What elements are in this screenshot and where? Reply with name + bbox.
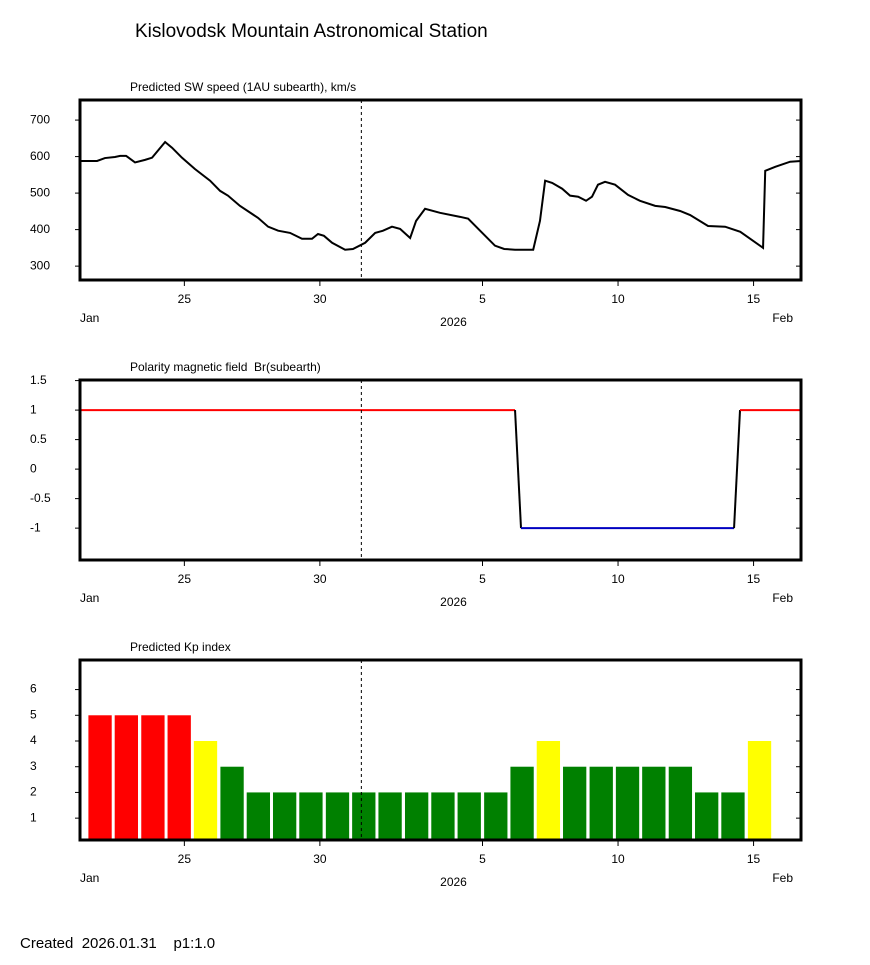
kp-bar: [299, 792, 323, 840]
y-tick-label: 6: [30, 682, 37, 696]
y-tick-label: 2: [30, 785, 37, 799]
y-tick-label: 600: [30, 149, 50, 163]
y-tick-label: 1: [30, 402, 37, 416]
x-month-start: Jan: [80, 591, 99, 605]
x-tick-label: 15: [747, 292, 761, 306]
panel-title: Predicted SW speed (1AU subearth), km/s: [130, 80, 356, 94]
kp-bar: [457, 792, 481, 840]
polarity-segment: [514, 410, 523, 529]
x-year: 2026: [440, 315, 467, 329]
speed-line: [80, 140, 802, 251]
y-tick-label: 0.5: [30, 432, 47, 446]
kp-bar: [510, 766, 534, 840]
kp-bar: [536, 741, 561, 840]
kp-bar: [695, 792, 719, 840]
kp-bar: [325, 792, 350, 840]
x-tick-label: 15: [747, 852, 761, 866]
x-tick-label: 30: [313, 292, 327, 306]
y-tick-label: 300: [30, 258, 50, 272]
y-tick-label: 700: [30, 112, 50, 126]
x-tick-label: 5: [479, 852, 486, 866]
kp-bar: [431, 792, 455, 840]
kp-bar: [484, 792, 508, 840]
polarity-segment: [733, 410, 742, 529]
kp-bar: [141, 715, 165, 840]
y-tick-label: 1.5: [30, 373, 47, 387]
kp-bar: [378, 792, 402, 840]
x-tick-label: 30: [313, 572, 327, 586]
y-tick-label: 0: [30, 461, 37, 475]
kp-bar: [114, 715, 139, 840]
x-tick-label: 5: [479, 572, 486, 586]
y-tick-label: 1: [30, 810, 37, 824]
x-month-end: Feb: [772, 311, 793, 325]
panel-title: Predicted Kp index: [130, 640, 231, 654]
y-tick-label: 500: [30, 185, 50, 199]
x-tick-label: 30: [313, 852, 327, 866]
kp-bar: [721, 792, 745, 840]
plot-frame: [78, 658, 803, 842]
footer: Created 2026.01.31 p1:1.0: [20, 935, 215, 952]
y-tick-label: 5: [30, 707, 37, 721]
plot-frame: [78, 98, 803, 282]
kp-bar: [352, 792, 376, 840]
kp-bar: [193, 741, 218, 840]
y-tick-label: -0.5: [30, 491, 51, 505]
kp-bar: [220, 766, 244, 840]
kp-bar: [589, 766, 613, 840]
x-tick-label: 25: [178, 572, 192, 586]
x-month-start: Jan: [80, 311, 99, 325]
x-month-end: Feb: [772, 591, 793, 605]
page-title: Kislovodsk Mountain Astronomical Station: [135, 21, 488, 42]
x-year: 2026: [440, 595, 467, 609]
kp-bar: [88, 715, 112, 840]
x-tick-label: 25: [178, 292, 192, 306]
x-tick-label: 25: [178, 852, 192, 866]
kp-bar: [642, 766, 666, 840]
kp-bar: [272, 792, 297, 840]
kp-bar: [563, 766, 587, 840]
x-tick-label: 10: [611, 572, 625, 586]
y-tick-label: 400: [30, 222, 50, 236]
x-tick-label: 10: [611, 292, 625, 306]
x-month-end: Feb: [772, 871, 793, 885]
kp-bar: [747, 741, 772, 840]
y-tick-label: 4: [30, 733, 37, 747]
x-year: 2026: [440, 875, 467, 889]
kp-bar: [404, 792, 429, 840]
x-tick-label: 5: [479, 292, 486, 306]
kp-bar: [246, 792, 271, 840]
y-tick-label: 3: [30, 759, 37, 773]
kp-bar: [668, 766, 693, 840]
x-tick-label: 10: [611, 852, 625, 866]
y-tick-label: -1: [30, 520, 41, 534]
kp-bar: [167, 715, 191, 840]
plot-frame: [78, 378, 803, 562]
x-tick-label: 15: [747, 572, 761, 586]
kp-bar: [615, 766, 640, 840]
panel-title: Polarity magnetic field Br(subearth): [130, 360, 321, 374]
x-month-start: Jan: [80, 871, 99, 885]
